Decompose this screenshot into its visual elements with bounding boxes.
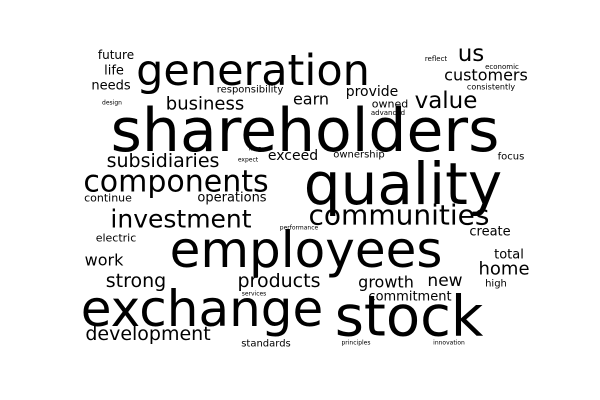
word-responsibility: responsibility	[217, 85, 284, 96]
word-life: life	[104, 64, 124, 79]
word-us: us	[458, 41, 485, 67]
word-employees: employees	[170, 221, 443, 279]
word-stock: stock	[335, 285, 484, 350]
word-continue: continue	[84, 192, 132, 205]
word-future: future	[98, 48, 134, 62]
word-communities: communities	[309, 199, 490, 232]
word-strong: strong	[106, 270, 166, 292]
word-growth: growth	[358, 273, 414, 292]
word-services: services	[242, 291, 267, 298]
word-value: value	[415, 88, 478, 114]
word-performance: performance	[280, 225, 319, 232]
word-subsidiaries: subsidiaries	[107, 150, 220, 172]
word-components: components	[83, 165, 268, 200]
word-commitment: commitment	[368, 290, 451, 305]
word-economic: economic	[485, 63, 519, 71]
word-exchange: exchange	[81, 280, 324, 338]
word-advanced: advanced	[371, 109, 405, 117]
word-investment: investment	[110, 205, 251, 234]
word-provide: provide	[346, 84, 399, 100]
word-earn: earn	[293, 90, 329, 109]
word-expect: expect	[238, 157, 259, 164]
word-create: create	[469, 225, 510, 240]
word-shareholders: shareholders	[111, 96, 500, 166]
word-focus: focus	[498, 152, 525, 163]
word-quality: quality	[304, 150, 502, 218]
word-total: total	[494, 248, 524, 263]
word-operations: operations	[197, 191, 266, 206]
word-electric: electric	[96, 232, 137, 245]
word-business: business	[166, 94, 244, 115]
word-products: products	[238, 270, 321, 292]
word-needs: needs	[91, 79, 130, 94]
word-exceed: exceed	[268, 148, 318, 164]
word-long: long	[249, 146, 262, 153]
word-consistently: consistently	[467, 83, 515, 92]
word-work: work	[85, 251, 124, 270]
word-generation: generation	[136, 46, 370, 96]
word-standards: standards	[241, 339, 291, 350]
word-home: home	[478, 259, 529, 280]
word-owned: owned	[372, 98, 408, 111]
word-development: development	[85, 323, 210, 345]
word-new: new	[427, 271, 462, 291]
word-reflect: reflect	[425, 55, 448, 63]
word-innovation: innovation	[433, 340, 465, 347]
word-ownership: ownership	[333, 150, 385, 161]
word-customers: customers	[444, 66, 528, 85]
word-principles: principles	[341, 340, 370, 347]
word-design: design	[102, 100, 122, 107]
word-high: high	[485, 279, 507, 290]
